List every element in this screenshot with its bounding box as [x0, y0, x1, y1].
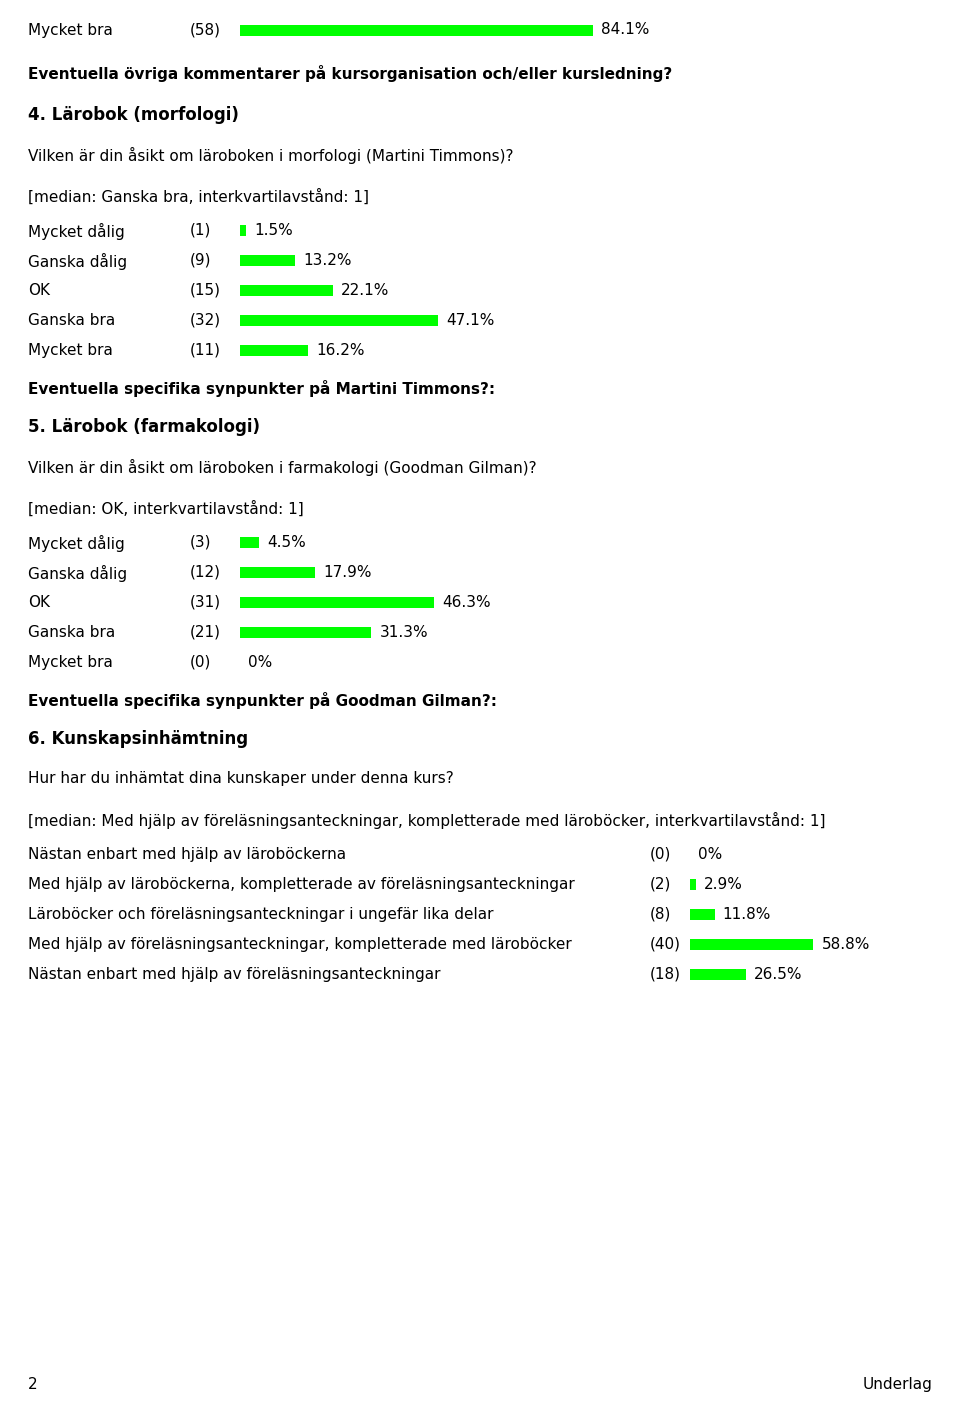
Bar [240, 24, 593, 35]
Text: Mycket bra: Mycket bra [28, 655, 113, 670]
Text: 0%: 0% [248, 655, 273, 670]
Text: OK: OK [28, 596, 50, 610]
Text: (18): (18) [650, 967, 681, 981]
Text: Eventuella övriga kommentarer på kursorganisation och/eller kursledning?: Eventuella övriga kommentarer på kursorg… [28, 65, 672, 82]
Text: (3): (3) [190, 535, 211, 551]
Bar [240, 597, 435, 608]
Text: Mycket bra: Mycket bra [28, 23, 113, 38]
Text: Ganska dålig: Ganska dålig [28, 565, 127, 582]
Text: Nästan enbart med hjälp av läroböckerna: Nästan enbart med hjälp av läroböckerna [28, 846, 347, 862]
Text: Mycket dålig: Mycket dålig [28, 535, 125, 552]
Text: 6. Kunskapsinhämtning: 6. Kunskapsinhämtning [28, 729, 248, 748]
Text: (31): (31) [190, 596, 221, 610]
Bar [240, 225, 247, 237]
Text: (0): (0) [190, 655, 211, 670]
Text: Underlag: Underlag [862, 1377, 932, 1393]
Bar [240, 315, 438, 325]
Text: Nästan enbart med hjälp av föreläsningsanteckningar: Nästan enbart med hjälp av föreläsningsa… [28, 967, 441, 981]
Text: Med hjälp av föreläsningsanteckningar, kompletterade med läroböcker: Med hjälp av föreläsningsanteckningar, k… [28, 936, 572, 952]
Text: Med hjälp av läroböckerna, kompletterade av föreläsningsanteckningar: Med hjälp av läroböckerna, kompletterade… [28, 877, 575, 891]
Text: 17.9%: 17.9% [324, 565, 372, 580]
Text: [median: OK, interkvartilavstånd: 1]: [median: OK, interkvartilavstånd: 1] [28, 500, 303, 517]
Text: OK: OK [28, 283, 50, 298]
Text: Eventuella specifika synpunkter på Martini Timmons?:: Eventuella specifika synpunkter på Marti… [28, 380, 495, 397]
Text: 5. Lärobok (farmakologi): 5. Lärobok (farmakologi) [28, 418, 260, 436]
Text: Vilken är din åsikt om läroboken i morfologi (Martini Timmons)?: Vilken är din åsikt om läroboken i morfo… [28, 148, 514, 165]
Text: 11.8%: 11.8% [723, 907, 771, 922]
Bar [240, 567, 315, 577]
Text: (12): (12) [190, 565, 221, 580]
Text: 13.2%: 13.2% [303, 253, 352, 268]
Bar [690, 969, 746, 980]
Text: (1): (1) [190, 222, 211, 238]
Text: 84.1%: 84.1% [601, 23, 650, 38]
Text: 31.3%: 31.3% [379, 625, 428, 639]
Text: Ganska dålig: Ganska dålig [28, 253, 127, 270]
Text: 58.8%: 58.8% [822, 936, 870, 952]
Bar [240, 255, 296, 266]
Text: 0%: 0% [698, 846, 722, 862]
Text: 47.1%: 47.1% [445, 313, 494, 328]
Text: Hur har du inhämtat dina kunskaper under denna kurs?: Hur har du inhämtat dina kunskaper under… [28, 772, 454, 786]
Bar [240, 284, 333, 296]
Bar [240, 536, 259, 548]
Text: 22.1%: 22.1% [341, 283, 389, 298]
Bar [240, 627, 372, 638]
Text: [median: Med hjälp av föreläsningsanteckningar, kompletterade med läroböcker, in: [median: Med hjälp av föreläsningsanteck… [28, 812, 826, 829]
Bar [690, 910, 715, 919]
Text: (21): (21) [190, 625, 221, 639]
Text: Läroböcker och föreläsningsanteckningar i ungefär lika delar: Läroböcker och föreläsningsanteckningar … [28, 907, 493, 922]
Bar [240, 345, 308, 356]
Text: (9): (9) [190, 253, 211, 268]
Text: 4. Lärobok (morfologi): 4. Lärobok (morfologi) [28, 106, 239, 124]
Text: (40): (40) [650, 936, 681, 952]
Text: (32): (32) [190, 313, 221, 328]
Text: Mycket bra: Mycket bra [28, 344, 113, 358]
Text: 2.9%: 2.9% [704, 877, 743, 891]
Text: 16.2%: 16.2% [316, 344, 365, 358]
Text: 46.3%: 46.3% [443, 596, 492, 610]
Text: (11): (11) [190, 344, 221, 358]
Text: (2): (2) [650, 877, 671, 891]
Text: 26.5%: 26.5% [754, 967, 803, 981]
Bar [690, 939, 813, 950]
Text: (15): (15) [190, 283, 221, 298]
Text: Ganska bra: Ganska bra [28, 313, 115, 328]
Text: (8): (8) [650, 907, 671, 922]
Text: [median: Ganska bra, interkvartilavstånd: 1]: [median: Ganska bra, interkvartilavstånd… [28, 189, 369, 204]
Text: 4.5%: 4.5% [267, 535, 305, 551]
Text: Eventuella specifika synpunkter på Goodman Gilman?:: Eventuella specifika synpunkter på Goodm… [28, 691, 497, 708]
Text: 1.5%: 1.5% [254, 222, 293, 238]
Bar [690, 879, 696, 890]
Text: (58): (58) [190, 23, 221, 38]
Text: Ganska bra: Ganska bra [28, 625, 115, 639]
Text: Vilken är din åsikt om läroboken i farmakologi (Goodman Gilman)?: Vilken är din åsikt om läroboken i farma… [28, 459, 537, 476]
Text: 2: 2 [28, 1377, 37, 1393]
Text: (0): (0) [650, 846, 671, 862]
Text: Mycket dålig: Mycket dålig [28, 222, 125, 239]
